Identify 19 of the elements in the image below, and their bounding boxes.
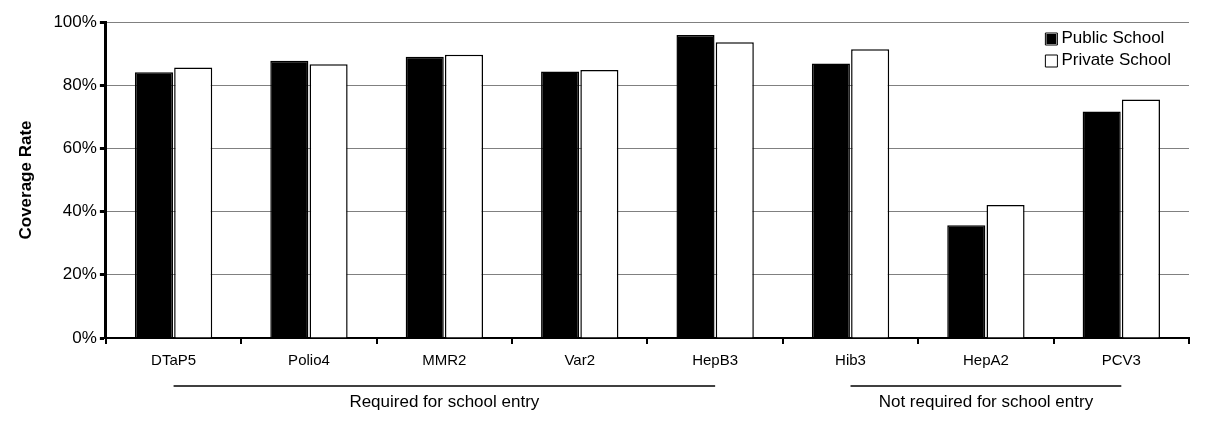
x-tick-label: HepB3 [692, 351, 739, 369]
x-tick-label: Var2 [564, 351, 596, 369]
legend-label: Public School [1061, 28, 1165, 48]
y-tick-label: 40% [62, 201, 97, 221]
x-tick-label: Hib3 [835, 351, 866, 369]
text: Not required for school entry [878, 392, 1094, 412]
y-tick-label: 60% [62, 138, 97, 158]
y-tick-label: 100% [53, 11, 97, 31]
x-tick-label: HepA2 [962, 351, 1009, 369]
text: Required for school entry [349, 392, 540, 412]
x-tick-label: PCV3 [1101, 351, 1141, 369]
x-tick-label: Polio4 [288, 351, 330, 369]
legend-label: Private School [1061, 50, 1172, 70]
y-tick-label: 80% [62, 74, 97, 94]
x-tick-label: DTaP5 [151, 351, 197, 369]
y-tick-label: 20% [62, 264, 97, 284]
y-tick-label: 0% [72, 327, 97, 347]
x-tick-label: MMR2 [422, 351, 467, 369]
y-axis-title: Coverage Rate [15, 120, 35, 240]
